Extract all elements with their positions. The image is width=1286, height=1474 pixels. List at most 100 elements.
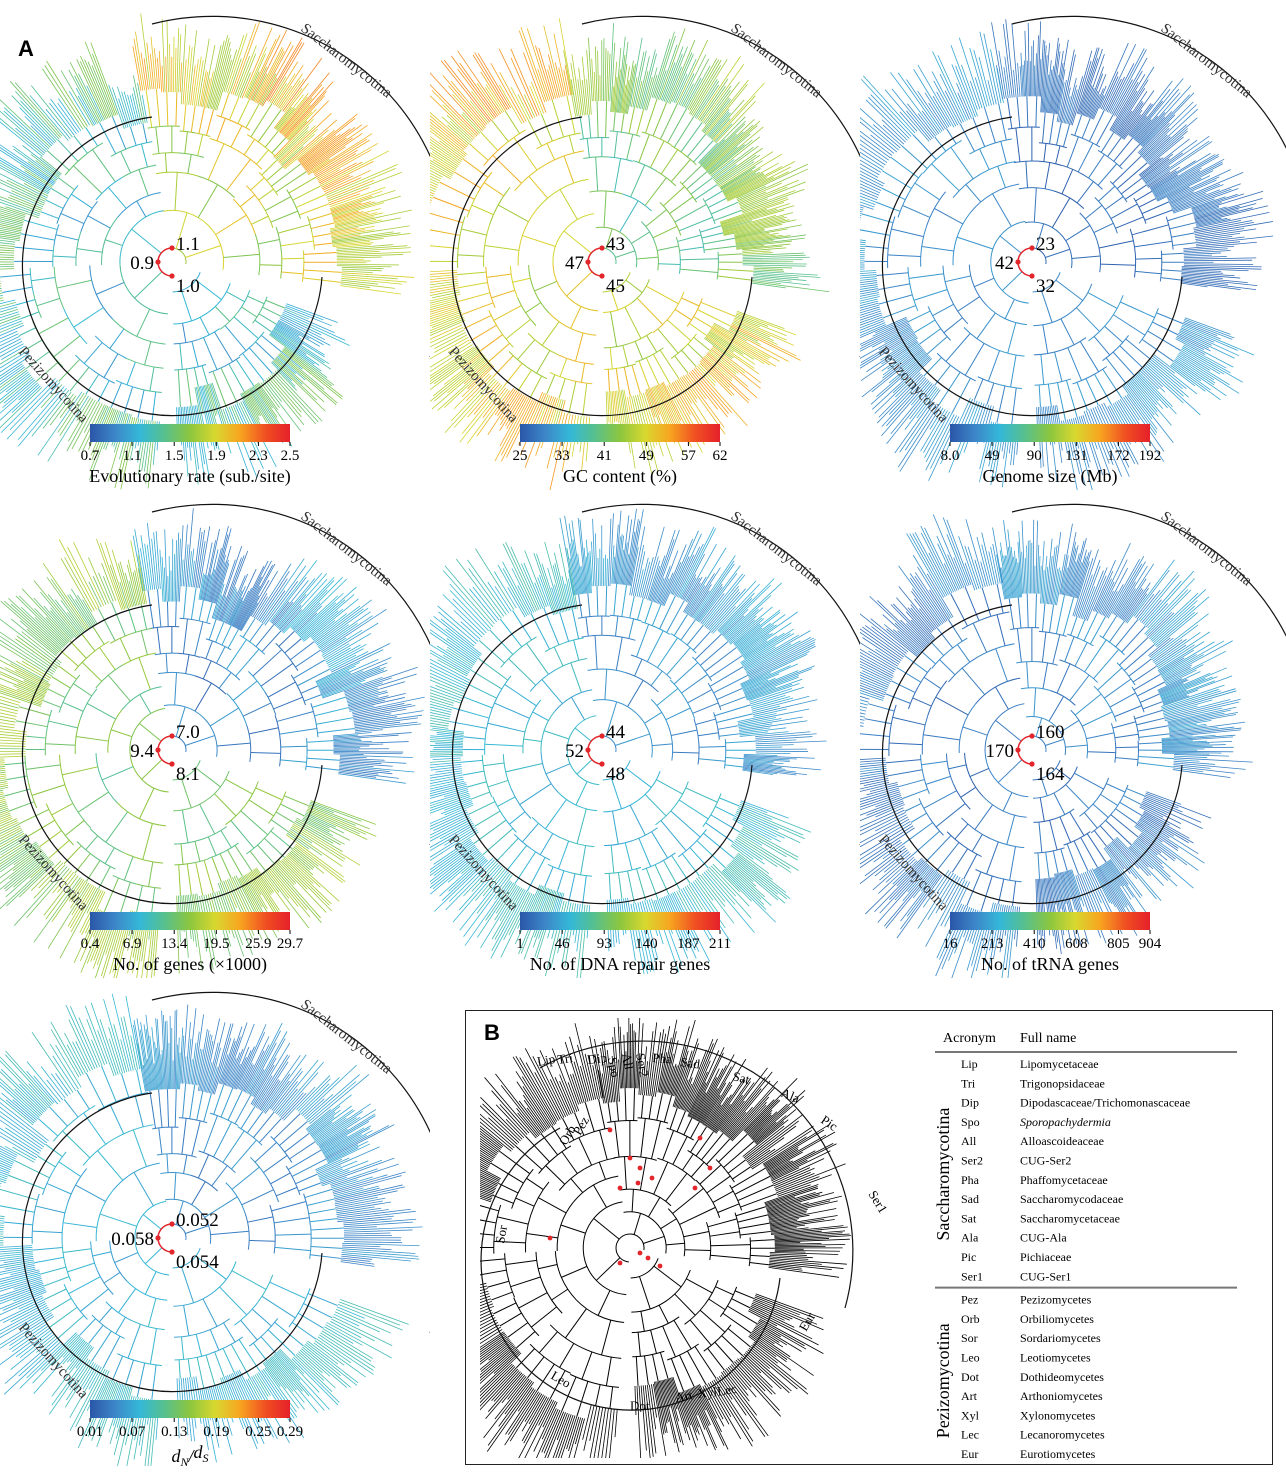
node-dot [599, 733, 605, 739]
node-dot [617, 1185, 623, 1191]
colorbar-tick: 608 [1065, 936, 1088, 952]
table-acronym: Pic [961, 1250, 976, 1264]
saccharomycotina-arc [151, 15, 430, 357]
table-acronym: Sad [961, 1192, 979, 1206]
colorbar-tick: 41 [597, 448, 612, 464]
tree-panel-trna: SaccharomycotinaPezizomycotina1601701641… [860, 503, 1286, 978]
tree-b-label: Ala [779, 1085, 802, 1106]
node-dot [169, 761, 175, 767]
colorbar-tick: 25 [513, 448, 528, 464]
pezizomycotina-arc [881, 116, 1183, 417]
colorbar-tick: 16 [943, 936, 959, 952]
colorbar-tick: 0.13 [161, 1424, 187, 1440]
table-acronym: Pha [961, 1173, 980, 1187]
table-header-fullname: Full name [1020, 1031, 1076, 1046]
colorbar [950, 424, 1150, 442]
tree-b-label: Lip [536, 1051, 556, 1069]
colorbar-tick: 62 [713, 448, 728, 464]
root-value: 8.1 [176, 764, 200, 785]
saccharomycotina-value: 23 [1036, 234, 1055, 255]
colorbar-tick: 49 [985, 448, 1000, 464]
colorbar-tick: 19.5 [203, 936, 229, 952]
colorbar [950, 912, 1150, 930]
colorbar-tick: 93 [597, 936, 612, 952]
colorbar-tick: 1.9 [207, 448, 226, 464]
colorbar-tick: 1 [516, 936, 524, 952]
table-acronym: Ala [961, 1231, 979, 1245]
tree-b-label: Dip [587, 1050, 608, 1067]
colorbar-tick: 211 [709, 936, 731, 952]
tree-b-label: Pic [818, 1112, 840, 1134]
colorbar-tick: 8.0 [941, 448, 960, 464]
saccharomycotina-arc [1011, 15, 1286, 149]
colorbar-tick: 213 [981, 936, 1004, 952]
node-dot [169, 1249, 175, 1255]
node-dot [155, 747, 161, 753]
table-fullname: Eurotiomycetes [1020, 1447, 1096, 1460]
tree-branches [860, 19, 1274, 490]
table-fullname: Dipodascaceae/Trichomonascaceae [1020, 1096, 1190, 1110]
table-fullname: Sporopachydermia [1020, 1115, 1111, 1129]
table-fullname: Lecanoromycetes [1020, 1428, 1105, 1442]
node-dot [547, 1235, 553, 1241]
colorbar-tick: 2.3 [249, 448, 268, 464]
tree-branches [430, 508, 827, 978]
colorbar-tick: 46 [555, 936, 571, 952]
pezizomycotina-value: 0.9 [130, 253, 154, 274]
colorbar-label: Evolutionary rate (sub./site) [89, 466, 290, 487]
saccharomycotina-value: 7.0 [176, 722, 200, 743]
tree-b-label: Dot [630, 1398, 650, 1413]
colorbar-label: No. of tRNA genes [981, 954, 1119, 974]
saccharomycotina-label: Saccharomycotina [298, 509, 395, 590]
saccharomycotina-arc [581, 503, 860, 845]
tree-b-label: Art [674, 1387, 694, 1405]
pezizomycotina-value: 47 [565, 253, 584, 274]
table-fullname: Saccharomycodaceae [1020, 1192, 1123, 1206]
tree-b-label: Pha [652, 1050, 673, 1066]
root-value: 1.0 [176, 276, 200, 297]
tree-branches [0, 13, 415, 490]
saccharomycotina-label: Saccharomycotina [728, 21, 825, 102]
panel-a-label: A [18, 36, 34, 61]
colorbar-tick: 90 [1027, 448, 1042, 464]
node-dot [1029, 273, 1035, 279]
node-dot [585, 747, 591, 753]
table-acronym: Dot [961, 1370, 980, 1384]
colorbar-tick: 187 [677, 936, 700, 952]
tree-b-label: Ser2 [633, 1052, 652, 1078]
saccharomycotina-label: Saccharomycotina [1158, 21, 1255, 102]
tree-panel-rate: SaccharomycotinaPezizomycotina1.10.91.00… [0, 13, 430, 490]
table-fullname: Alloascoideaceae [1020, 1134, 1104, 1148]
node-dot [169, 733, 175, 739]
colorbar-tick: 49 [639, 448, 654, 464]
colorbar [90, 424, 290, 442]
saccharomycotina-value: 43 [606, 234, 625, 255]
tree-b-label: All [619, 1052, 637, 1071]
table-acronym: Sor [961, 1331, 978, 1345]
tree-b-label: Sor [492, 1223, 510, 1244]
table-acronym: Leo [961, 1351, 980, 1365]
tree-b-label: Sad [680, 1054, 702, 1072]
table-acronym: Sat [961, 1211, 977, 1225]
saccharomycotina-label: Saccharomycotina [1158, 509, 1255, 590]
colorbar-tick: 0.7 [81, 448, 100, 464]
pezizomycotina-arc [21, 1092, 323, 1393]
tree-b-label: Spo [605, 1056, 623, 1079]
node-dot [1015, 747, 1021, 753]
node-dot [617, 1260, 623, 1266]
colorbar-tick: 0.25 [245, 1424, 271, 1440]
table-fullname: Lipomycetaceae [1020, 1057, 1099, 1071]
tree-branches [430, 18, 830, 490]
node-dot [635, 1180, 641, 1186]
colorbar-tick: 140 [635, 936, 658, 952]
colorbar [90, 1400, 290, 1418]
node-dot [169, 273, 175, 279]
table-acronym: Eur [961, 1447, 978, 1460]
node-dot [1015, 259, 1021, 265]
tree-b-label: Tri [556, 1050, 574, 1067]
pezizomycotina-value: 9.4 [130, 741, 154, 762]
table-fullname: Pichiaceae [1020, 1250, 1071, 1264]
table-acronym: Tri [961, 1076, 976, 1090]
node-dot [1029, 245, 1035, 251]
node-dot [599, 761, 605, 767]
